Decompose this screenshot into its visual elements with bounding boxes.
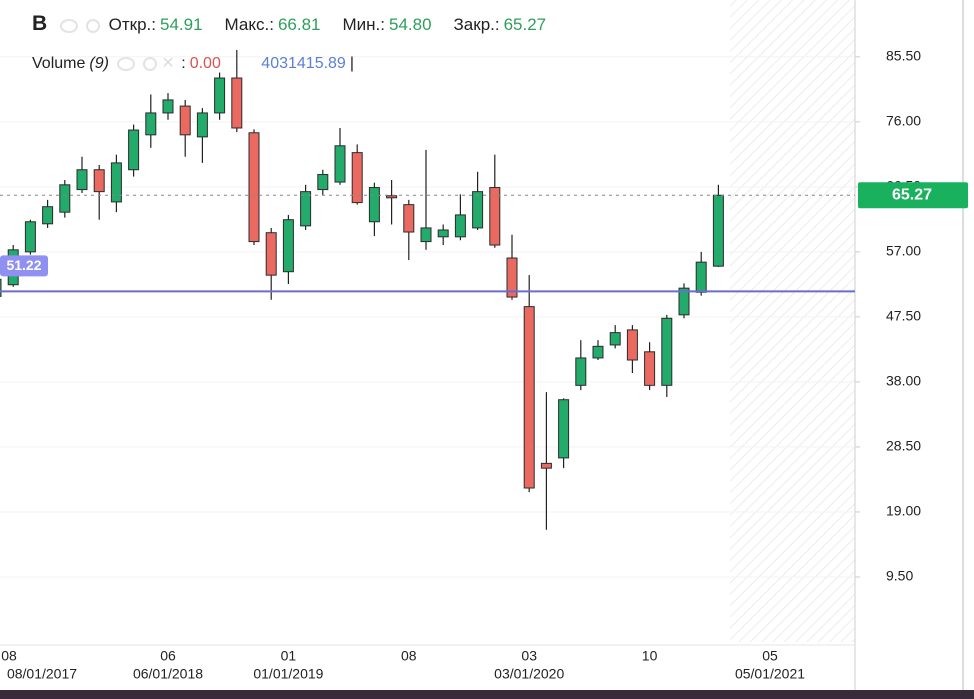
y-tick-label: 38.00 — [886, 373, 921, 389]
candle-body — [59, 184, 71, 213]
settings-icon[interactable] — [143, 56, 158, 71]
candle-body — [403, 204, 415, 233]
volume-separator: : — [181, 55, 186, 72]
candle-body — [386, 195, 398, 199]
candle-body — [196, 112, 208, 138]
legend-value: 54.91 — [160, 15, 203, 34]
candle-body — [162, 99, 174, 114]
candle-body — [145, 112, 157, 136]
candle-body — [0, 278, 2, 297]
x-tick-label: 08 — [401, 648, 417, 664]
settings-icon[interactable] — [85, 18, 100, 33]
y-tick-label: 76.00 — [886, 113, 921, 129]
x-tick-label: 03 — [521, 648, 537, 664]
eye-icon[interactable] — [117, 56, 136, 71]
volume-value: 0.00 — [189, 55, 221, 72]
candle-body — [644, 351, 656, 386]
candle-body — [472, 191, 484, 229]
y-tick-label: 85.50 — [886, 48, 921, 64]
volume-total: 4031415.89 — [261, 55, 346, 72]
legend-label: Макс.: — [224, 15, 274, 34]
x-tick-label: 01 — [281, 648, 297, 664]
candle-body — [179, 105, 191, 136]
candle-body — [110, 162, 122, 203]
hline-label-box — [0, 255, 48, 277]
candle-body — [24, 221, 36, 253]
y-tick-label: 9.50 — [886, 568, 913, 584]
candle-body — [678, 287, 690, 316]
legend-label: Откр.: — [108, 15, 156, 34]
last-price-label: 65.27 — [892, 186, 932, 203]
candle-body — [42, 206, 54, 225]
candle-body — [93, 169, 105, 193]
x-date-label: 03/01/2020 — [494, 666, 564, 682]
candle-body — [317, 174, 329, 191]
legend-label: Закр.: — [453, 15, 500, 34]
candle-body — [712, 194, 724, 267]
candle-body — [265, 232, 277, 276]
hline-label: 51.22 — [6, 257, 41, 273]
candle-body — [558, 399, 570, 459]
candle-body — [626, 329, 638, 361]
x-date-label: 05/01/2021 — [735, 666, 805, 682]
volume-name: Volume — [32, 55, 86, 72]
symbol: B — [32, 12, 48, 35]
last-price-box — [858, 182, 968, 209]
candle-body — [76, 169, 88, 191]
candle-body — [300, 191, 312, 227]
y-tick-label: 28.50 — [886, 438, 921, 454]
x-tick-label: 08 — [1, 648, 17, 664]
volume-param: (9) — [89, 55, 109, 72]
candle-body — [128, 129, 140, 171]
candle-body — [609, 332, 621, 346]
legend-value: 66.81 — [277, 15, 321, 34]
candle-body — [592, 345, 604, 359]
candle-body — [214, 77, 226, 114]
y-tick-label: 47.50 — [886, 308, 921, 324]
y-tick-label: 57.00 — [886, 243, 921, 259]
candle-body — [695, 261, 707, 293]
x-tick-label: 06 — [160, 648, 176, 664]
cursor: | — [349, 55, 354, 72]
candle-body — [454, 214, 466, 238]
legend-label: Мин.: — [342, 15, 385, 34]
candle-body — [489, 187, 501, 246]
candle-body — [248, 132, 260, 243]
candle-body — [437, 229, 449, 238]
candle-body — [368, 187, 380, 223]
close-icon[interactable]: ✕ — [161, 55, 175, 72]
y-tick-label: 19.00 — [886, 503, 921, 519]
candle-body — [334, 145, 346, 183]
volume-legend: Volume (9) ✕ :0.00 4031415.89 | — [32, 53, 358, 73]
future-area — [730, 0, 855, 642]
candle-body — [506, 257, 518, 298]
x-date-label: 06/01/2018 — [133, 666, 203, 682]
bottom-strip — [0, 690, 974, 699]
candle-body — [282, 219, 294, 273]
x-date-label: 08/01/2017 — [7, 666, 77, 682]
candle-body — [540, 462, 552, 469]
candle-body — [420, 227, 432, 243]
ohlc-legend: B Откр.: 54.91 Макс.: 66.81 Мин.: 54.80 Закр.:… — [32, 12, 572, 36]
candle-body — [231, 77, 243, 129]
x-tick-label: 05 — [762, 648, 778, 664]
x-date-label: 01/01/2019 — [253, 666, 323, 682]
legend-value: 65.27 — [503, 15, 547, 34]
candle-body — [523, 306, 535, 489]
x-tick-label: 10 — [642, 648, 658, 664]
candle-body — [575, 357, 587, 386]
candle-body — [661, 317, 673, 386]
legend-value: 54.80 — [388, 15, 432, 34]
eye-icon[interactable] — [59, 18, 78, 33]
candle-body — [351, 152, 363, 204]
